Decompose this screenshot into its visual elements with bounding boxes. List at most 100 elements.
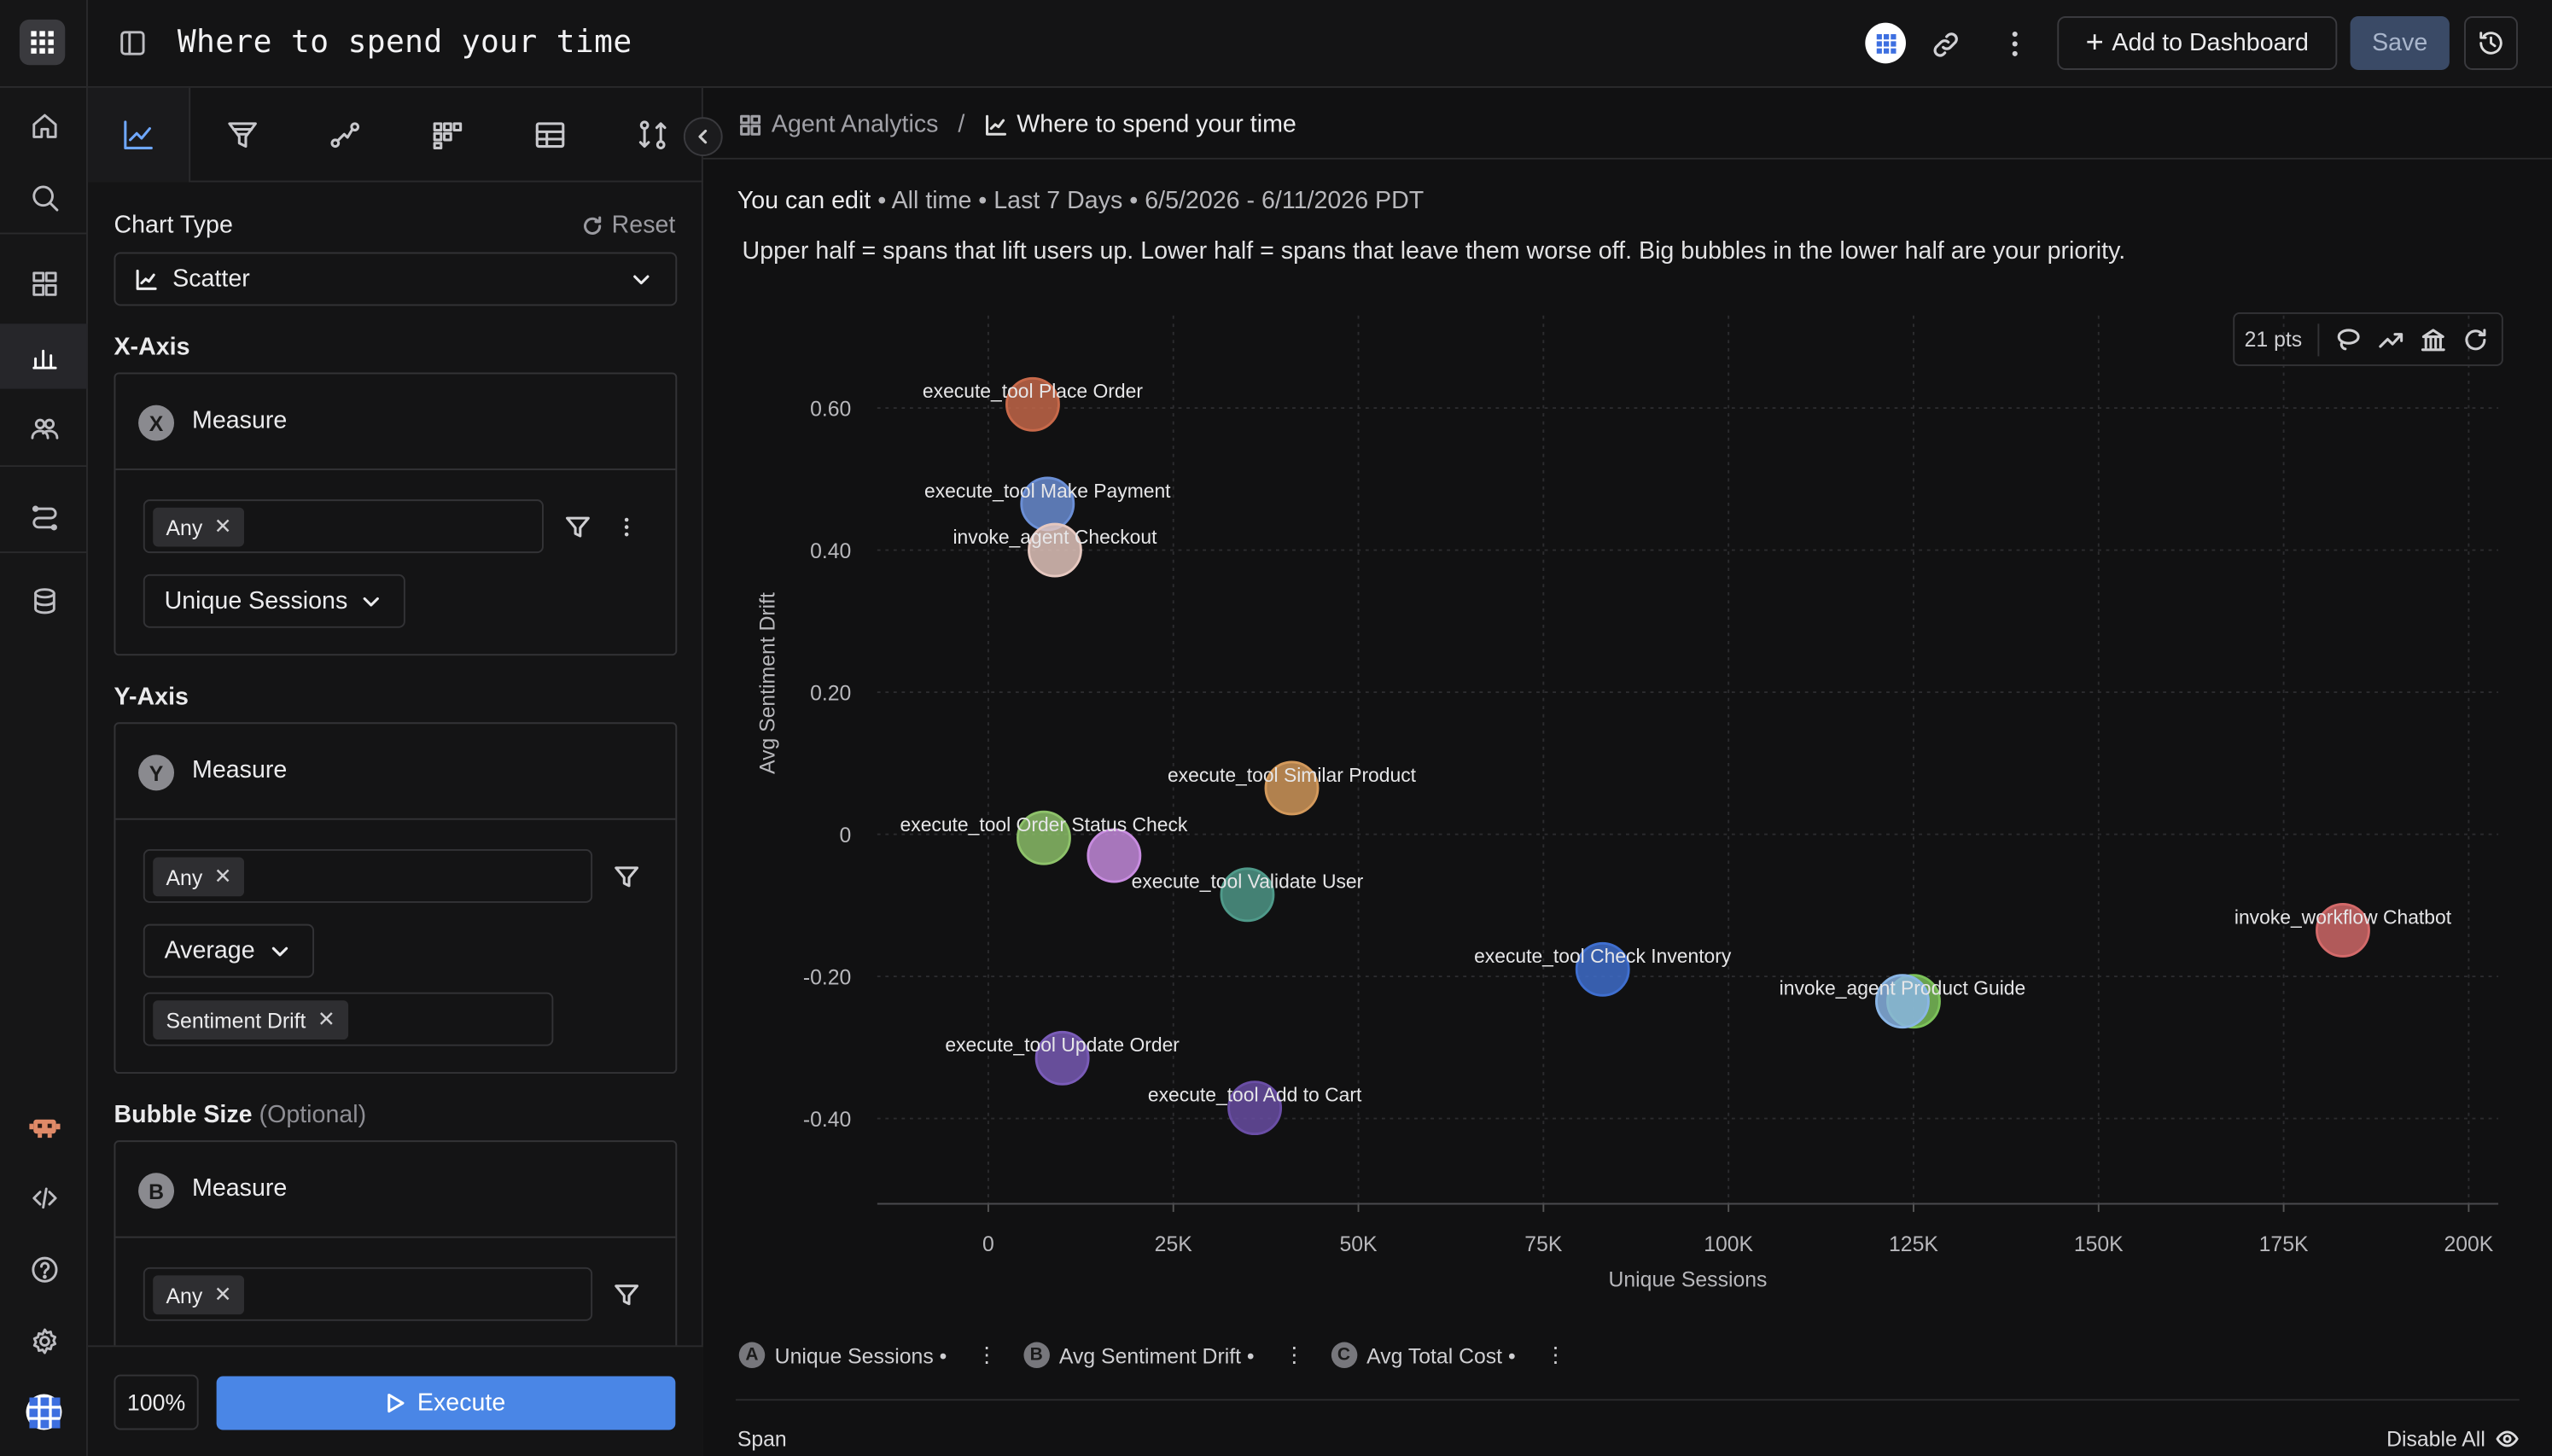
y-measure-header[interactable]: Y Measure <box>115 724 676 820</box>
chart-description: Upper half = spans that lift users up. L… <box>742 237 2126 265</box>
collapse-panel-button[interactable] <box>683 117 723 156</box>
more-options-icon[interactable]: ⋮ <box>976 1342 998 1367</box>
y-filter-chip-label: Any <box>166 865 203 889</box>
tab-funnel-icon[interactable] <box>190 88 293 183</box>
database-icon[interactable] <box>0 568 88 632</box>
user-avatar[interactable] <box>0 1379 88 1444</box>
x-measure-header[interactable]: X Measure <box>115 374 676 470</box>
chevron-down-icon <box>271 946 288 957</box>
legend-badge: A <box>738 1342 766 1369</box>
data-point[interactable] <box>1087 828 1142 883</box>
tab-compare-icon[interactable] <box>601 88 703 183</box>
data-point-label: execute_tool Make Payment <box>924 480 1171 502</box>
data-point[interactable] <box>1264 760 1320 816</box>
chart-config-panel: Chart Type Reset Scatter X-Axis X Measur… <box>87 87 723 1456</box>
save-button[interactable]: Save <box>2350 16 2450 70</box>
app-grid-icon[interactable] <box>19 19 66 66</box>
robot-mascot-icon[interactable] <box>0 1093 88 1158</box>
disable-all-button[interactable]: Disable All <box>2386 1427 2520 1451</box>
reset-label: Reset <box>611 211 676 240</box>
legend-label: Unique Sessions • <box>774 1342 947 1368</box>
legend-item-c[interactable]: C Avg Total Cost • ⋮ <box>1331 1342 1566 1369</box>
date-range[interactable]: • All time • Last 7 Days • 6/5/2026 - 6/… <box>877 187 1425 215</box>
add-to-dashboard-button[interactable]: + Add to Dashboard <box>2057 16 2338 70</box>
close-icon[interactable]: ✕ <box>213 514 232 539</box>
reset-button[interactable]: Reset <box>580 212 675 239</box>
help-icon[interactable] <box>0 1237 88 1302</box>
chart-type-label: Chart Type <box>114 211 233 240</box>
x-aggregation-select[interactable]: Unique Sessions <box>143 574 405 628</box>
data-point-label: execute_tool Check Inventory <box>1474 945 1732 967</box>
bubble-measure-header[interactable]: B Measure <box>115 1142 676 1238</box>
breadcrumb-current: Where to spend your time <box>1017 110 1296 139</box>
data-point[interactable] <box>2316 903 2370 958</box>
tab-table-icon[interactable] <box>498 88 601 183</box>
data-point[interactable] <box>1017 810 1071 865</box>
y-field-chip[interactable]: Sentiment Drift ✕ <box>153 1000 348 1040</box>
dashboards-icon[interactable] <box>0 251 88 316</box>
bubble-filter-field[interactable]: Any ✕ <box>143 1267 593 1321</box>
scatter-chart[interactable]: 0 25K 50K 75K 100K 125K 150K 175K 200K -0.40 -0.20… <box>703 88 2552 1325</box>
more-options-icon[interactable]: ⋮ <box>1283 1342 1305 1367</box>
execute-label: Execute <box>417 1389 506 1418</box>
more-options-icon[interactable]: ⋮ <box>1544 1342 1566 1367</box>
zoom-level[interactable]: 100% <box>114 1374 199 1430</box>
lasso-icon[interactable] <box>2336 326 2363 352</box>
x-filter-chip[interactable]: Any ✕ <box>153 507 245 547</box>
users-icon[interactable] <box>0 395 88 460</box>
charts-icon[interactable] <box>0 323 88 389</box>
y-field-select[interactable]: Sentiment Drift ✕ <box>143 992 554 1046</box>
legend-item-b[interactable]: B Avg Sentiment Drift • ⋮ <box>1023 1342 1305 1369</box>
trend-icon[interactable] <box>2379 326 2405 352</box>
bubble-filter-chip-label: Any <box>166 1282 203 1307</box>
span-label: Span <box>737 1426 787 1452</box>
optional-label: (Optional) <box>259 1101 367 1129</box>
close-icon[interactable]: ✕ <box>213 1282 232 1307</box>
y-axis-heading: Y-Axis <box>114 683 189 711</box>
page-title[interactable]: Where to spend your time <box>177 24 632 61</box>
x-filter-field[interactable]: Any ✕ <box>143 499 544 554</box>
y-tick-label: -0.20 <box>803 967 851 990</box>
filter-icon[interactable] <box>614 864 640 889</box>
chevron-down-icon <box>633 275 650 285</box>
link-icon[interactable] <box>1929 27 1963 61</box>
tab-retention-grid-icon[interactable] <box>395 88 498 183</box>
data-point[interactable] <box>1034 1030 1090 1086</box>
more-options-icon[interactable] <box>614 514 640 539</box>
data-point[interactable] <box>1005 376 1060 432</box>
sidebar-toggle-icon[interactable] <box>117 27 148 58</box>
history-icon[interactable] <box>2464 16 2518 70</box>
execute-button[interactable]: Execute <box>216 1376 676 1430</box>
code-icon[interactable] <box>0 1165 88 1230</box>
search-icon[interactable] <box>0 165 88 230</box>
tab-path-icon[interactable] <box>293 88 395 183</box>
config-tabs <box>87 87 703 183</box>
y-filter-field[interactable]: Any ✕ <box>143 848 593 903</box>
breadcrumb-parent[interactable]: Agent Analytics <box>771 110 939 139</box>
chart-type-select[interactable]: Scatter <box>114 252 678 306</box>
home-icon[interactable] <box>0 93 88 158</box>
reset-icon <box>583 215 601 234</box>
data-point[interactable] <box>1028 522 1082 578</box>
workspace-avatar[interactable] <box>1865 22 1906 64</box>
close-icon[interactable]: ✕ <box>213 864 232 888</box>
filter-icon[interactable] <box>565 514 591 539</box>
data-point[interactable] <box>1575 941 1630 997</box>
y-aggregation-select[interactable]: Average <box>143 923 315 978</box>
legend-item-a[interactable]: A Unique Sessions • ⋮ <box>738 1342 998 1369</box>
flows-icon[interactable] <box>0 483 88 548</box>
data-point[interactable] <box>1227 1080 1283 1136</box>
chart-meta: You can edit • All time • Last 7 Days • … <box>737 187 1424 214</box>
tab-chart-line-icon[interactable] <box>87 87 191 183</box>
bank-icon[interactable] <box>2421 326 2447 352</box>
bubble-filter-chip[interactable]: Any ✕ <box>153 1275 245 1315</box>
refresh-icon[interactable] <box>2463 326 2490 352</box>
data-point[interactable] <box>1875 974 1930 1029</box>
settings-gear-icon[interactable] <box>0 1308 88 1373</box>
data-point[interactable] <box>1220 867 1275 923</box>
data-point-label: execute_tool Add to Cart <box>1148 1083 1362 1105</box>
filter-icon[interactable] <box>614 1282 640 1307</box>
more-options-icon[interactable] <box>1999 27 2031 60</box>
y-filter-chip[interactable]: Any ✕ <box>153 857 245 897</box>
close-icon[interactable]: ✕ <box>317 1006 335 1032</box>
